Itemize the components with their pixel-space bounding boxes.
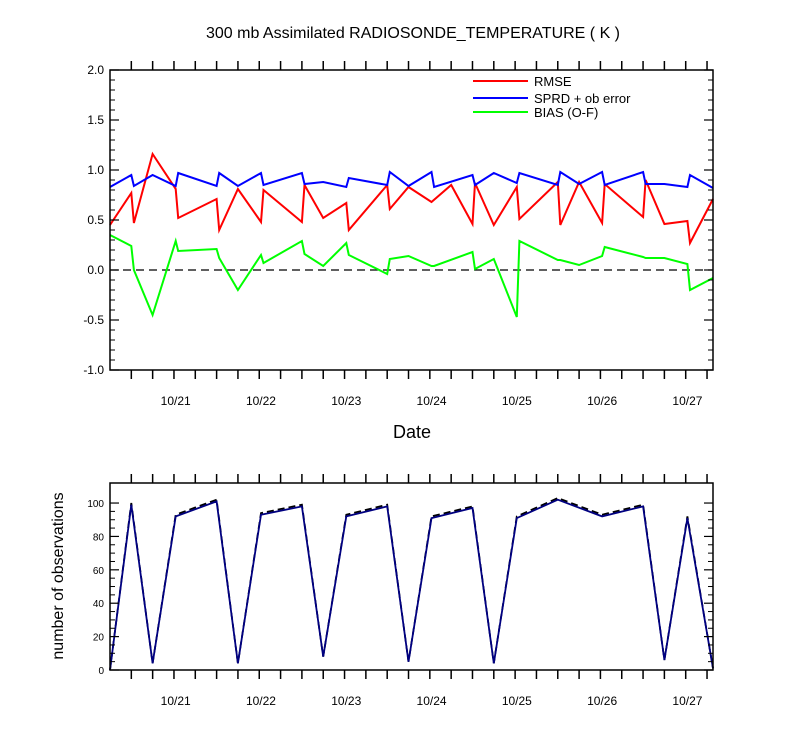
top-chart-title: 300 mb Assimilated RADIOSONDE_TEMPERATUR… <box>206 25 620 42</box>
legend-label: BIAS (O-F) <box>534 105 598 120</box>
bottom-chart-series <box>109 497 714 671</box>
x-tick-label: 10/22 <box>246 394 276 408</box>
y-tick-label: 60 <box>93 566 105 577</box>
bottom-chart-frame <box>109 482 714 671</box>
legend-label: SPRD + ob error <box>534 91 631 106</box>
bottom-chart-y-label: number of observations <box>50 492 67 659</box>
y-tick-label: -1.0 <box>83 363 104 377</box>
top-chart-series <box>109 151 714 318</box>
y-tick-label: 100 <box>87 499 104 510</box>
x-tick-label: 10/25 <box>502 394 532 408</box>
x-tick-label: 10/21 <box>161 694 191 708</box>
top-chart-axes: -1.0 -0.5 0.0 0.5 1.0 1.5 2.0 10/21 10/22 10/23 10… <box>83 61 713 408</box>
legend-label: RMSE <box>534 74 572 89</box>
y-tick-label: 2.0 <box>87 63 104 77</box>
x-tick-label: 10/27 <box>672 694 702 708</box>
series-line-rmse <box>109 151 714 247</box>
series-line-observations <box>109 498 714 671</box>
top-chart-x-label: Date <box>393 422 431 442</box>
x-tick-label: 10/24 <box>417 694 447 708</box>
y-tick-label: 1.0 <box>87 163 104 177</box>
y-tick-label: -0.5 <box>83 313 104 327</box>
series-line-bias-o-f <box>109 234 714 318</box>
bottom-chart-axes: 0 20 40 60 80 100 10/21 10/22 10/23 10/24 10/25 10/… <box>87 474 713 708</box>
x-tick-label: 10/22 <box>246 694 276 708</box>
x-tick-label: 10/24 <box>417 394 447 408</box>
x-tick-label: 10/27 <box>672 394 702 408</box>
x-tick-label: 10/23 <box>331 694 361 708</box>
y-tick-label: 0.0 <box>87 263 104 277</box>
y-tick-label: 20 <box>93 633 105 644</box>
x-tick-label: 10/25 <box>502 694 532 708</box>
x-tick-label: 10/26 <box>587 694 617 708</box>
x-tick-label: 10/23 <box>331 394 361 408</box>
x-tick-label: 10/21 <box>161 394 191 408</box>
y-tick-label: 0.5 <box>87 213 104 227</box>
y-tick-label: 1.5 <box>87 113 104 127</box>
y-tick-label: 80 <box>93 532 105 543</box>
y-tick-label: 0 <box>98 666 104 677</box>
top-chart-frame <box>109 69 714 371</box>
series-line-sprd-ob-error <box>109 170 714 189</box>
x-tick-label: 10/26 <box>587 394 617 408</box>
y-tick-label: 40 <box>93 599 105 610</box>
